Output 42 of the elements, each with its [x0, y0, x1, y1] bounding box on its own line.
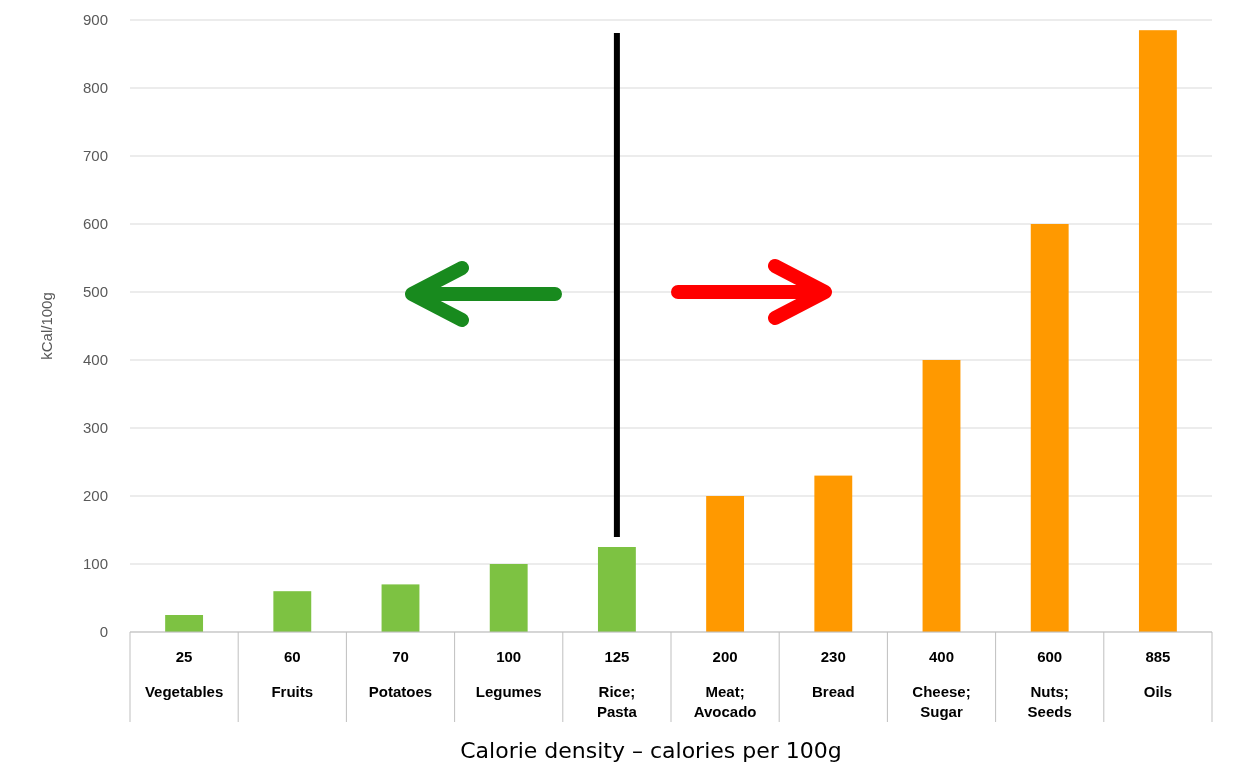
x-tick-label: Vegetables: [144, 683, 224, 700]
x-tick-label: Fruits: [271, 683, 314, 700]
y-tick-label: 400: [82, 351, 108, 369]
data-label: 400: [928, 648, 955, 665]
bar: [1138, 30, 1177, 632]
data-label: 60: [283, 648, 301, 665]
data-label: 600: [1037, 648, 1063, 665]
y-tick-label: 900: [82, 11, 108, 29]
data-label: 125: [604, 648, 630, 665]
y-tick-label: 200: [82, 487, 108, 505]
data-label: 70: [392, 648, 409, 665]
data-label: 230: [820, 648, 846, 665]
bar: [597, 547, 636, 632]
y-tick-label: 700: [82, 147, 108, 165]
x-tick-label: Potatoes: [368, 683, 433, 700]
bar: [1030, 224, 1069, 632]
y-axis-title: kCal/100g: [38, 292, 55, 360]
x-tick-label: Cheese; Sugar: [912, 683, 971, 720]
bar: [165, 615, 204, 632]
y-tick-label: 800: [82, 79, 108, 97]
x-tick-label: Oils: [1143, 683, 1173, 700]
x-tick-label: Rice; Pasta: [596, 683, 638, 720]
data-label: 100: [496, 648, 522, 665]
bar: [489, 564, 528, 632]
x-tick-label: Nuts; Seeds: [1027, 683, 1072, 720]
x-tick-label: Meat; Avocado: [693, 683, 757, 720]
data-label: 200: [712, 648, 738, 665]
data-label: 885: [1145, 648, 1171, 665]
bar: [273, 591, 312, 632]
x-tick-label: Legumes: [475, 683, 542, 700]
y-tick-label: 600: [82, 215, 108, 233]
bar: [381, 584, 420, 632]
y-tick-label: 500: [82, 283, 108, 301]
y-tick-label: 300: [82, 419, 108, 437]
bar: [814, 475, 853, 632]
text: Calorie density – calories per 100g: [460, 738, 842, 763]
y-tick-label: 100: [82, 555, 108, 573]
bar: [706, 496, 745, 632]
bar: [922, 360, 961, 632]
y-tick-label: 0: [99, 623, 108, 641]
data-label: 25: [175, 648, 193, 665]
x-tick-label: Bread: [812, 683, 855, 700]
